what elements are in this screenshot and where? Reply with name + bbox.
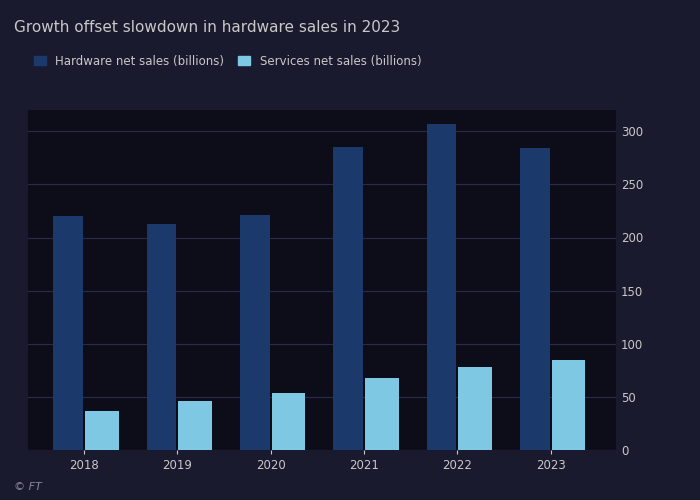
Bar <box>178 401 212 450</box>
Bar <box>552 360 585 450</box>
Bar <box>520 148 550 450</box>
Text: Growth offset slowdown in hardware sales in 2023: Growth offset slowdown in hardware sales… <box>14 20 400 35</box>
Bar <box>365 378 398 450</box>
Bar <box>146 224 176 450</box>
Bar <box>272 392 305 450</box>
Bar <box>85 410 118 450</box>
Bar <box>240 215 270 450</box>
Bar <box>333 147 363 450</box>
Text: © FT: © FT <box>14 482 42 492</box>
Bar <box>53 216 83 450</box>
Bar <box>426 124 456 450</box>
Bar <box>458 367 492 450</box>
Legend: Hardware net sales (billions), Services net sales (billions): Hardware net sales (billions), Services … <box>34 54 421 68</box>
